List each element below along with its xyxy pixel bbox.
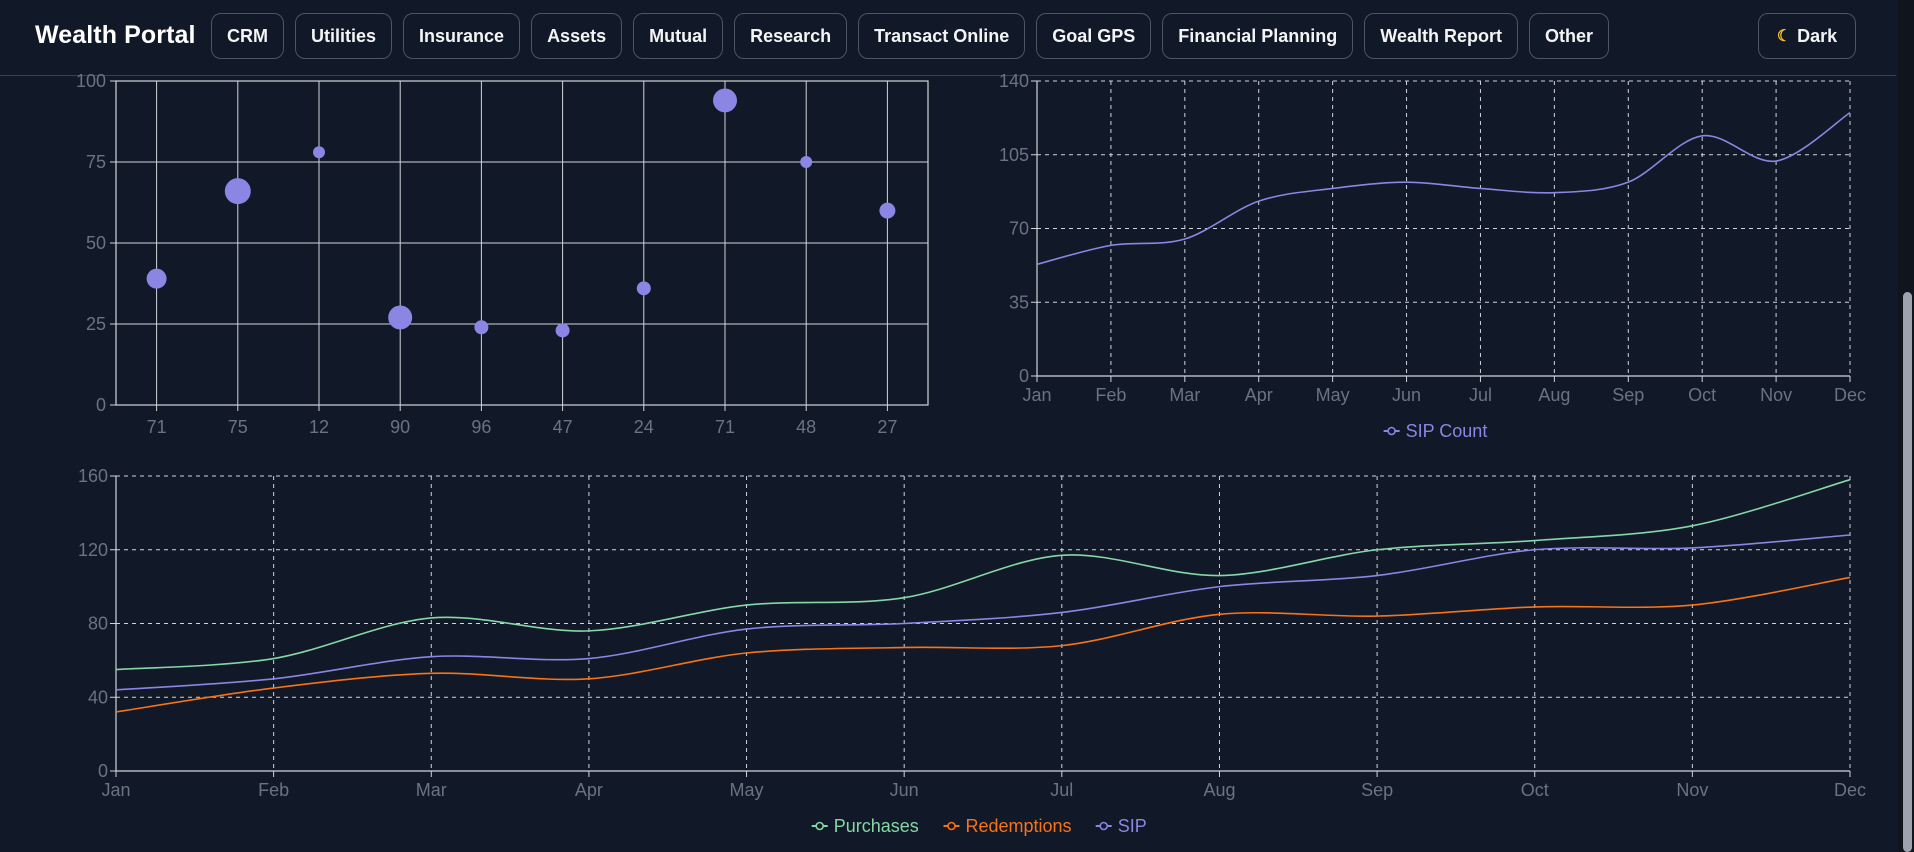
flows-chart-legend-marker-dot — [948, 823, 955, 830]
flows-chart-y-tick-label: 120 — [78, 540, 108, 560]
flows-chart-x-tick-label: May — [730, 780, 764, 800]
flows-chart-x-tick-label: Jun — [890, 780, 919, 800]
flows-chart-legend-label: Purchases — [834, 816, 919, 836]
flows-chart-legend-marker-dot — [816, 823, 823, 830]
scrollbar-thumb[interactable] — [1903, 292, 1912, 852]
flows-chart-legend-marker-dot — [1100, 823, 1107, 830]
flows-chart-y-tick-label: 40 — [88, 687, 108, 707]
flows-chart-x-tick-label: Apr — [575, 780, 603, 800]
flows-chart-series-line — [116, 535, 1850, 690]
flows-chart-x-tick-label: Dec — [1834, 780, 1866, 800]
flows-chart-x-tick-label: Aug — [1203, 780, 1235, 800]
flows-chart-x-tick-label: Feb — [258, 780, 289, 800]
flows-chart-y-tick-label: 80 — [88, 614, 108, 634]
flows-chart-legend-label: Redemptions — [966, 816, 1072, 836]
flows-chart-x-tick-label: Oct — [1521, 780, 1549, 800]
flows-chart-x-tick-label: Mar — [416, 780, 447, 800]
flows-chart-series-line — [116, 480, 1850, 670]
flows-chart-x-tick-label: Nov — [1676, 780, 1708, 800]
flows-chart-y-tick-label: 160 — [78, 466, 108, 486]
flows-chart-series-line — [116, 577, 1850, 712]
flows-chart-y-tick-label: 0 — [98, 761, 108, 781]
flows-chart-x-tick-label: Jan — [101, 780, 130, 800]
flows-chart-x-tick-label: Sep — [1361, 780, 1393, 800]
flows-chart-legend-label: SIP — [1118, 816, 1147, 836]
flows-chart-x-tick-label: Jul — [1050, 780, 1073, 800]
